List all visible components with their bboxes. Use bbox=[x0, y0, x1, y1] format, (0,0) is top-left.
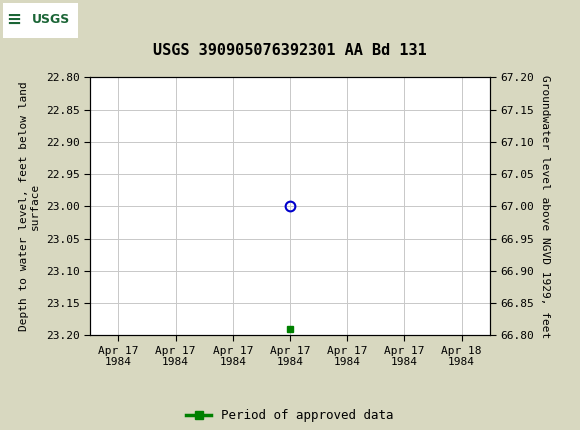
Legend: Period of approved data: Period of approved data bbox=[181, 404, 399, 427]
Bar bbox=[3, 3, 78, 37]
Y-axis label: Depth to water level, feet below land
surface: Depth to water level, feet below land su… bbox=[19, 82, 40, 331]
Y-axis label: Groundwater level above NGVD 1929, feet: Groundwater level above NGVD 1929, feet bbox=[540, 75, 550, 338]
Text: USGS 390905076392301 AA Bd 131: USGS 390905076392301 AA Bd 131 bbox=[153, 43, 427, 58]
Text: ≡: ≡ bbox=[6, 11, 21, 29]
Text: USGS: USGS bbox=[32, 13, 70, 26]
